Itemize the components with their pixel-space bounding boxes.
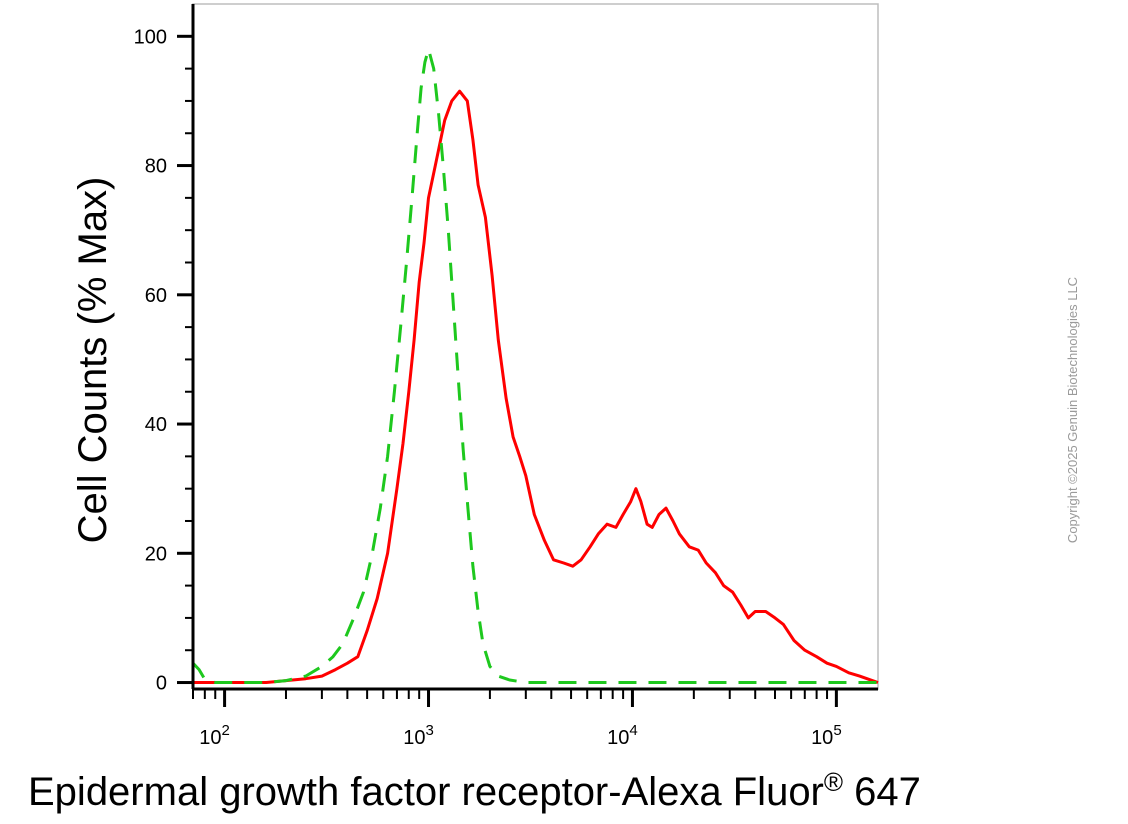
x-tick-label: 104 [607,722,638,749]
x-axis-title: Epidermal growth factor receptor-Alexa F… [28,767,921,814]
x-tick-label: 105 [811,722,842,749]
series-layer [191,47,879,684]
series-line-stained [193,89,879,684]
x-axis-title-registered-mark: ® [824,767,843,797]
y-tick-label: 40 [145,414,167,436]
x-tick-label: 103 [403,722,434,749]
y-axis-title: Cell Counts (% Max) [71,177,115,544]
copyright-watermark: Copyright ©2025 Genuin Biotechnologies L… [1065,277,1080,543]
y-tick-label: 80 [145,156,167,178]
series-line-isotype-control [191,47,878,684]
y-tick-label: 60 [145,285,167,307]
y-tick-label: 0 [156,673,167,695]
plot-frame [192,3,879,690]
x-tick-label: 102 [199,722,230,749]
x-axis-title-suffix: 647 [843,770,921,814]
x-axis-title-main: Epidermal growth factor receptor-Alexa F… [28,770,824,814]
y-tick-label: 20 [145,543,167,565]
y-tick-label: 100 [134,26,167,48]
